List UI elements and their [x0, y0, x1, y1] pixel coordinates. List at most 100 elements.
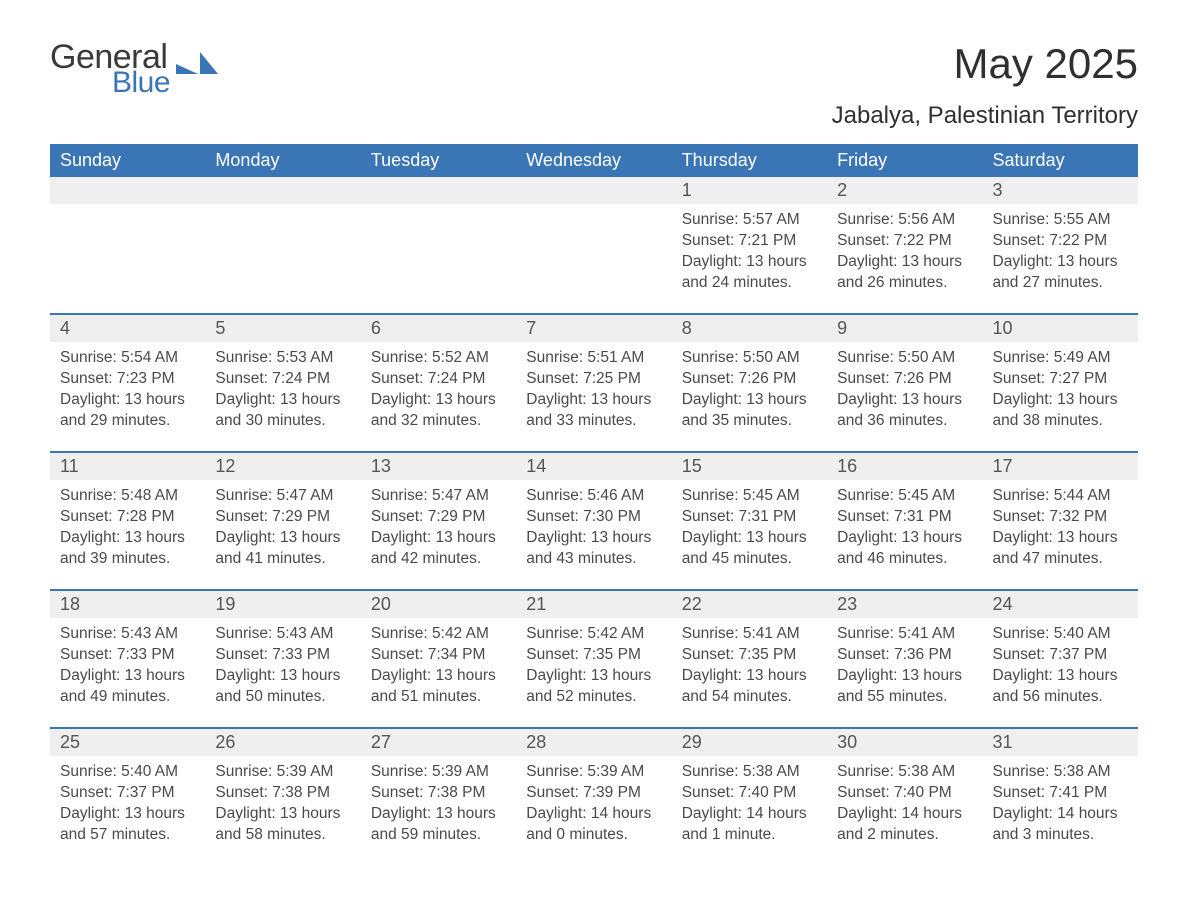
- daylight-text: Daylight: 13 hours and 47 minutes.: [993, 528, 1128, 570]
- daylight-text: Daylight: 13 hours and 27 minutes.: [993, 252, 1128, 294]
- day-number-cell: 18: [50, 590, 205, 618]
- day-number-row: 45678910: [50, 314, 1138, 342]
- day-content-cell: Sunrise: 5:43 AMSunset: 7:33 PMDaylight:…: [205, 618, 360, 728]
- day-number-cell: 4: [50, 314, 205, 342]
- day-number-cell: 21: [516, 590, 671, 618]
- day-content-cell: Sunrise: 5:41 AMSunset: 7:36 PMDaylight:…: [827, 618, 982, 728]
- daylight-text: Daylight: 13 hours and 45 minutes.: [682, 528, 817, 570]
- sunset-text: Sunset: 7:27 PM: [993, 369, 1128, 390]
- logo-shape-icon: [176, 46, 218, 74]
- day-number-cell: 9: [827, 314, 982, 342]
- weekday-header: Sunday: [50, 144, 205, 177]
- sunset-text: Sunset: 7:26 PM: [682, 369, 817, 390]
- sunrise-text: Sunrise: 5:53 AM: [215, 348, 350, 369]
- daylight-text: Daylight: 13 hours and 55 minutes.: [837, 666, 972, 708]
- day-number-cell: 19: [205, 590, 360, 618]
- sunrise-text: Sunrise: 5:47 AM: [215, 486, 350, 507]
- sunrise-text: Sunrise: 5:56 AM: [837, 210, 972, 231]
- sunset-text: Sunset: 7:32 PM: [993, 507, 1128, 528]
- sunrise-text: Sunrise: 5:46 AM: [526, 486, 661, 507]
- day-content-row: Sunrise: 5:48 AMSunset: 7:28 PMDaylight:…: [50, 480, 1138, 590]
- daylight-text: Daylight: 13 hours and 52 minutes.: [526, 666, 661, 708]
- daylight-text: Daylight: 13 hours and 56 minutes.: [993, 666, 1128, 708]
- sunrise-text: Sunrise: 5:54 AM: [60, 348, 195, 369]
- sunset-text: Sunset: 7:38 PM: [371, 783, 506, 804]
- sunset-text: Sunset: 7:37 PM: [60, 783, 195, 804]
- daylight-text: Daylight: 13 hours and 59 minutes.: [371, 804, 506, 846]
- day-number-row: 123: [50, 177, 1138, 204]
- day-content-row: Sunrise: 5:54 AMSunset: 7:23 PM Daylight:…: [50, 342, 1138, 452]
- day-content-cell: [516, 204, 671, 314]
- day-content-cell: [361, 204, 516, 314]
- day-number-cell: 13: [361, 452, 516, 480]
- sunset-text: Sunset: 7:26 PM: [837, 369, 972, 390]
- day-number-cell: [205, 177, 360, 204]
- day-number-cell: 3: [983, 177, 1138, 204]
- day-content-cell: Sunrise: 5:53 AMSunset: 7:24 PMDaylight:…: [205, 342, 360, 452]
- sunset-text: Sunset: 7:29 PM: [371, 507, 506, 528]
- sunrise-text: Sunrise: 5:38 AM: [837, 762, 972, 783]
- daylight-text: Daylight: 13 hours and 58 minutes.: [215, 804, 350, 846]
- sunset-text: Sunset: 7:40 PM: [837, 783, 972, 804]
- sunrise-text: Sunrise: 5:52 AM: [371, 348, 506, 369]
- daylight-text: Daylight: 13 hours and 36 minutes.: [837, 390, 972, 432]
- day-content-cell: Sunrise: 5:38 AMSunset: 7:41 PMDaylight:…: [983, 756, 1138, 866]
- day-content-cell: Sunrise: 5:42 AMSunset: 7:35 PMDaylight:…: [516, 618, 671, 728]
- day-number-cell: [516, 177, 671, 204]
- page-title: May 2025: [954, 40, 1138, 88]
- day-content-cell: Sunrise: 5:40 AMSunset: 7:37 PMDaylight:…: [983, 618, 1138, 728]
- day-number-cell: 23: [827, 590, 982, 618]
- daylight-text: Daylight: 13 hours and 49 minutes.: [60, 666, 195, 708]
- day-number-cell: 12: [205, 452, 360, 480]
- day-content-cell: Sunrise: 5:38 AMSunset: 7:40 PMDaylight:…: [827, 756, 982, 866]
- day-number-cell: 17: [983, 452, 1138, 480]
- sunrise-text: Sunrise: 5:38 AM: [682, 762, 817, 783]
- sunset-text: Sunset: 7:33 PM: [215, 645, 350, 666]
- sunset-text: Sunset: 7:23 PM: [60, 369, 195, 390]
- day-content-cell: Sunrise: 5:51 AMSunset: 7:25 PMDaylight:…: [516, 342, 671, 452]
- sunset-text: Sunset: 7:31 PM: [682, 507, 817, 528]
- day-content-cell: [205, 204, 360, 314]
- sunset-text: Sunset: 7:22 PM: [837, 231, 972, 252]
- day-number-cell: 7: [516, 314, 671, 342]
- day-content-cell: Sunrise: 5:45 AMSunset: 7:31 PMDaylight:…: [672, 480, 827, 590]
- sunset-text: Sunset: 7:30 PM: [526, 507, 661, 528]
- sunrise-text: Sunrise: 5:42 AM: [526, 624, 661, 645]
- sunrise-text: Sunrise: 5:45 AM: [682, 486, 817, 507]
- daylight-text: Daylight: 14 hours and 1 minute.: [682, 804, 817, 846]
- day-number-cell: 5: [205, 314, 360, 342]
- sunset-text: Sunset: 7:24 PM: [371, 369, 506, 390]
- daylight-text: Daylight: 14 hours and 0 minutes.: [526, 804, 661, 846]
- day-number-row: 18192021222324: [50, 590, 1138, 618]
- day-content-cell: Sunrise: 5:49 AMSunset: 7:27 PMDaylight:…: [983, 342, 1138, 452]
- sunrise-text: Sunrise: 5:39 AM: [526, 762, 661, 783]
- day-number-cell: 25: [50, 728, 205, 756]
- day-number-cell: 27: [361, 728, 516, 756]
- day-content-cell: Sunrise: 5:50 AMSunset: 7:26 PMDaylight:…: [672, 342, 827, 452]
- logo-text-blue: Blue: [112, 68, 170, 98]
- sunset-text: Sunset: 7:35 PM: [526, 645, 661, 666]
- sunset-text: Sunset: 7:37 PM: [993, 645, 1128, 666]
- sunrise-text: Sunrise: 5:42 AM: [371, 624, 506, 645]
- day-number-row: 11121314151617: [50, 452, 1138, 480]
- sunrise-text: Sunrise: 5:44 AM: [993, 486, 1128, 507]
- day-number-cell: 6: [361, 314, 516, 342]
- sunrise-text: Sunrise: 5:57 AM: [682, 210, 817, 231]
- sunrise-text: Sunrise: 5:50 AM: [682, 348, 817, 369]
- day-number-cell: 16: [827, 452, 982, 480]
- sunrise-text: Sunrise: 5:48 AM: [60, 486, 195, 507]
- day-number-cell: 29: [672, 728, 827, 756]
- day-number-cell: 14: [516, 452, 671, 480]
- day-number-cell: 24: [983, 590, 1138, 618]
- sunset-text: Sunset: 7:25 PM: [526, 369, 661, 390]
- day-number-cell: 15: [672, 452, 827, 480]
- day-number-cell: 30: [827, 728, 982, 756]
- daylight-text: Daylight: 13 hours and 35 minutes.: [682, 390, 817, 432]
- day-content-cell: Sunrise: 5:47 AMSunset: 7:29 PMDaylight:…: [361, 480, 516, 590]
- sunset-text: Sunset: 7:35 PM: [682, 645, 817, 666]
- sunset-text: Sunset: 7:33 PM: [60, 645, 195, 666]
- day-number-cell: 1: [672, 177, 827, 204]
- weekday-header: Tuesday: [361, 144, 516, 177]
- day-content-cell: Sunrise: 5:55 AMSunset: 7:22 PMDaylight:…: [983, 204, 1138, 314]
- sunrise-text: Sunrise: 5:43 AM: [60, 624, 195, 645]
